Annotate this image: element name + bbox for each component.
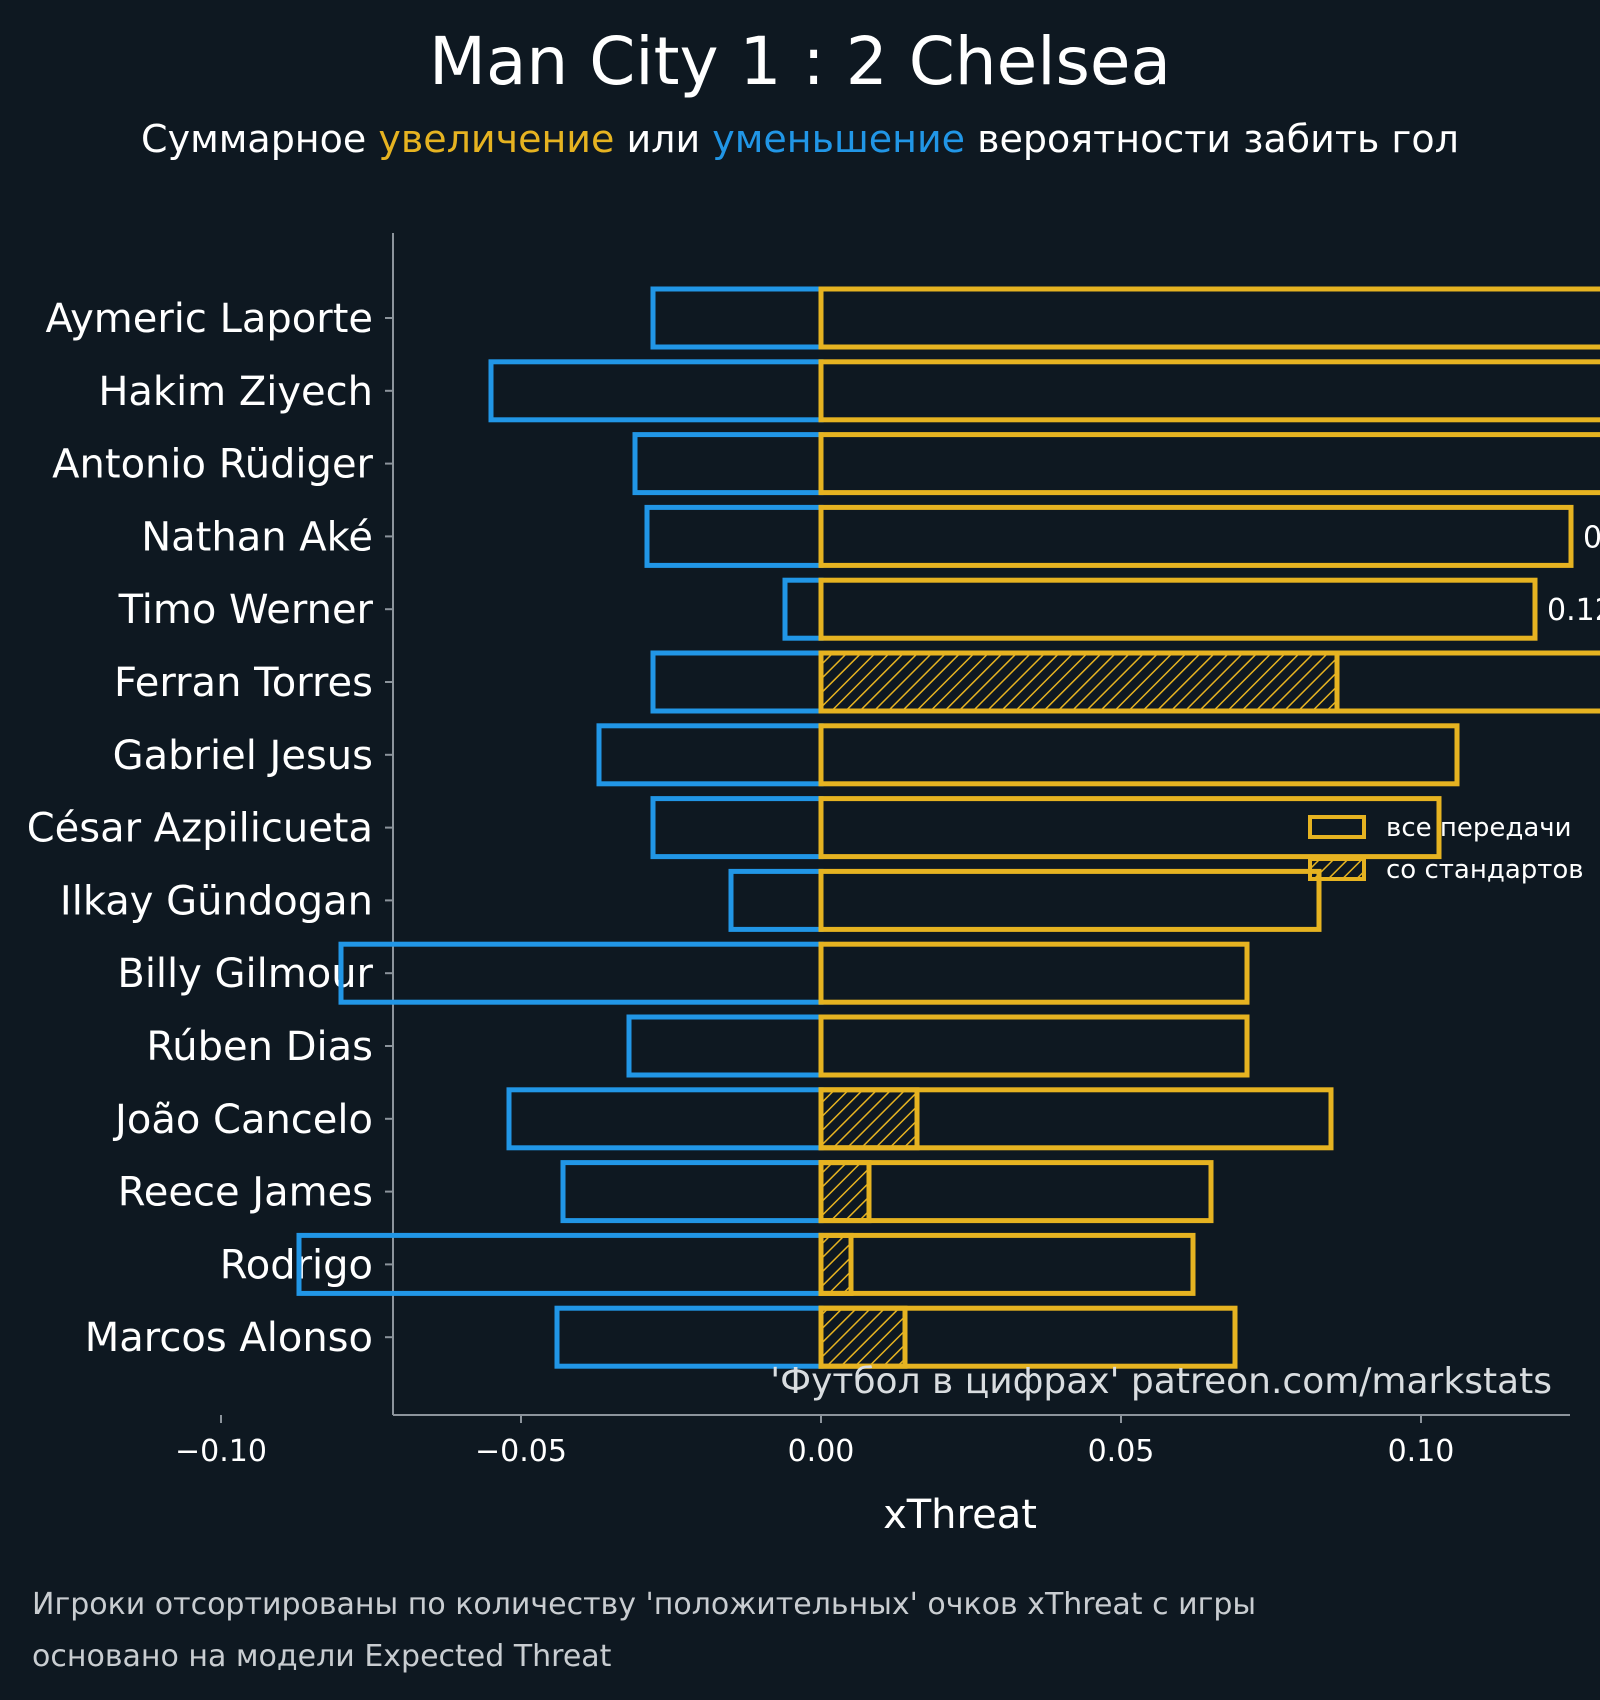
increase-bar — [818, 359, 1600, 423]
increase-bar — [818, 1305, 1238, 1369]
subtitle-part1: Суммарное — [141, 117, 378, 161]
player-name: Billy Gilmour — [117, 951, 373, 997]
increase-bar — [818, 1014, 1250, 1078]
player-name: Rodrigo — [220, 1242, 373, 1288]
subtitle-part2: или — [614, 117, 712, 161]
subtitle-increase-word: увеличение — [378, 117, 614, 161]
increase-bar — [818, 868, 1322, 932]
decrease-bar — [782, 577, 824, 641]
x-tick-label: 0.05 — [1088, 1434, 1155, 1469]
decrease-bar — [596, 723, 824, 787]
subtitle-decrease-word: уменьшение — [712, 117, 965, 161]
decrease-bar — [728, 868, 824, 932]
player-name: João Cancelo — [112, 1097, 373, 1143]
chart-title: Man City 1 : 2 Chelsea — [429, 23, 1171, 100]
player-name: Marcos Alonso — [85, 1315, 373, 1361]
value-label: 0.12 — [1547, 593, 1600, 628]
footnote-line1: Игроки отсортированы по количеству 'поло… — [32, 1587, 1256, 1622]
player-name: Aymeric Laporte — [45, 296, 373, 342]
set-piece-bar — [818, 1305, 908, 1369]
decrease-bar — [506, 1087, 824, 1151]
increase-bar — [818, 723, 1460, 787]
player-name: Reece James — [118, 1170, 373, 1216]
decrease-bar — [644, 504, 824, 568]
increase-bar — [818, 577, 1538, 641]
player-name: Hakim Ziyech — [98, 369, 373, 415]
player-name: Nathan Aké — [141, 514, 373, 560]
x-tick-label: −0.10 — [175, 1434, 267, 1469]
decrease-bar — [296, 1232, 824, 1296]
increase-bar — [818, 650, 1600, 714]
increase-bar — [818, 286, 1600, 350]
legend-label-set-pieces: со стандартов — [1386, 855, 1584, 885]
increase-bar — [818, 796, 1442, 860]
decrease-bar — [632, 432, 824, 496]
set-piece-bar — [818, 1087, 920, 1151]
decrease-bar — [338, 941, 824, 1005]
legend: все передачи со стандартов — [1308, 813, 1584, 885]
set-piece-bar — [818, 1232, 854, 1296]
footnote-line2: основано на модели Expected Threat — [32, 1639, 612, 1674]
decrease-bar — [560, 1160, 824, 1224]
watermark: 'Футбол в цифрах' patreon.com/markstats — [770, 1361, 1552, 1402]
player-name: César Azpilicueta — [27, 806, 373, 852]
subtitle-part3: вероятности забить гол — [965, 117, 1459, 161]
plot-area: −0.10−0.050.000.050.100.150.20Aymeric La… — [27, 233, 1600, 1469]
set-piece-bar — [818, 650, 1340, 714]
x-tick-label: 0.10 — [1388, 1434, 1455, 1469]
x-tick-label: 0.00 — [788, 1434, 855, 1469]
increase-bar — [818, 941, 1250, 1005]
player-name: Ilkay Gündogan — [60, 878, 373, 924]
legend-swatch-all-passes — [1308, 815, 1366, 839]
chart-subtitle: Суммарное увеличение или уменьшение веро… — [141, 117, 1459, 161]
set-piece-bar — [818, 1160, 872, 1224]
player-name: Ferran Torres — [114, 660, 373, 706]
decrease-bar — [554, 1305, 824, 1369]
increase-bar — [818, 504, 1574, 568]
x-axis-label: xThreat — [883, 1492, 1037, 1538]
increase-bar — [818, 432, 1600, 496]
decrease-bar — [650, 286, 824, 350]
x-tick-label: −0.05 — [475, 1434, 567, 1469]
value-label: 0.12 — [1583, 520, 1600, 555]
legend-swatch-set-pieces — [1308, 857, 1366, 881]
legend-label-all-passes: все передачи — [1386, 813, 1572, 843]
decrease-bar — [650, 796, 824, 860]
player-name: Rúben Dias — [146, 1024, 373, 1070]
player-name: Timo Werner — [118, 587, 374, 633]
decrease-bar — [650, 650, 824, 714]
player-name: Gabriel Jesus — [113, 733, 373, 779]
increase-bar — [818, 1160, 1214, 1224]
decrease-bar — [626, 1014, 824, 1078]
increase-bar — [818, 1087, 1334, 1151]
decrease-bar — [488, 359, 824, 423]
increase-bar — [818, 1232, 1196, 1296]
player-name: Antonio Rüdiger — [52, 442, 373, 488]
